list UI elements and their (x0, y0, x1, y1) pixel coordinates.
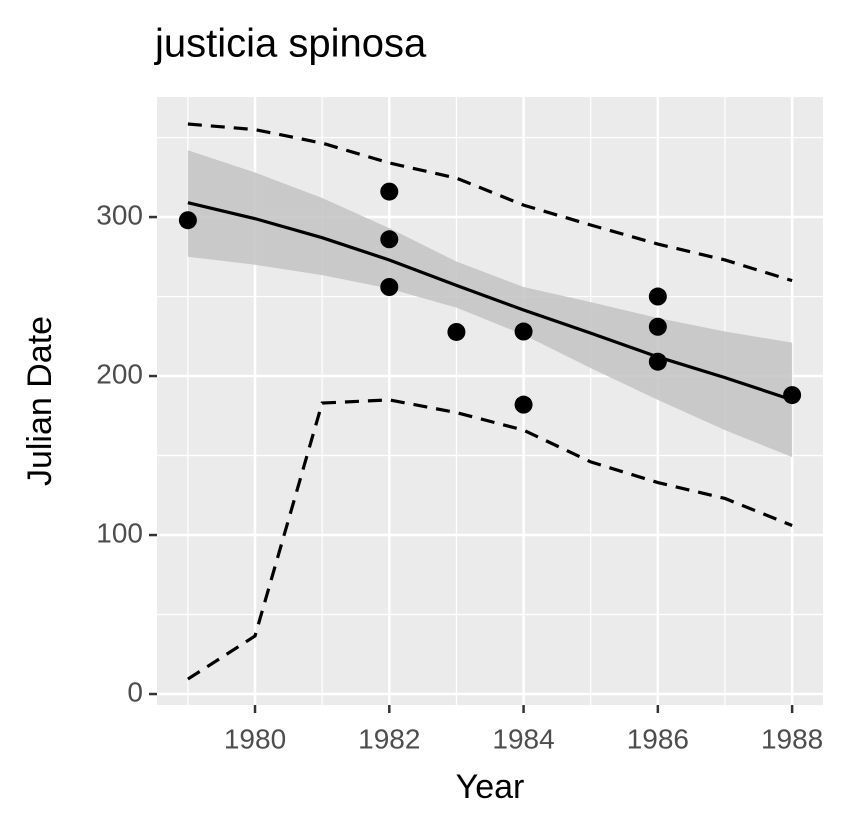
confidence-band (187, 150, 793, 458)
y-tick-label: 100 (96, 517, 143, 548)
point (648, 352, 667, 371)
point (178, 211, 197, 230)
x-tick-label: 1988 (761, 723, 823, 754)
point (447, 322, 466, 341)
y-tick-label: 200 (96, 358, 143, 389)
x-tick-label: 1986 (627, 723, 689, 754)
chart-title: justicia spinosa (154, 22, 427, 66)
interval-upper (187, 122, 793, 283)
point (380, 230, 399, 249)
y-tick-label: 0 (127, 676, 143, 707)
point (514, 395, 533, 414)
y-axis-label: Julian Date (21, 316, 59, 486)
point (380, 278, 399, 296)
point (514, 322, 533, 341)
x-tick-label: 1982 (358, 723, 420, 754)
x-axis-label: Year (456, 768, 525, 806)
y-tick-label: 300 (96, 199, 143, 230)
point (783, 386, 802, 405)
point (648, 287, 667, 306)
point (648, 317, 667, 336)
x-tick-label: 1980 (224, 723, 286, 754)
fit-line (187, 201, 793, 402)
interval-lower (187, 398, 793, 681)
x-tick-label: 1984 (492, 723, 554, 754)
point (380, 182, 399, 201)
